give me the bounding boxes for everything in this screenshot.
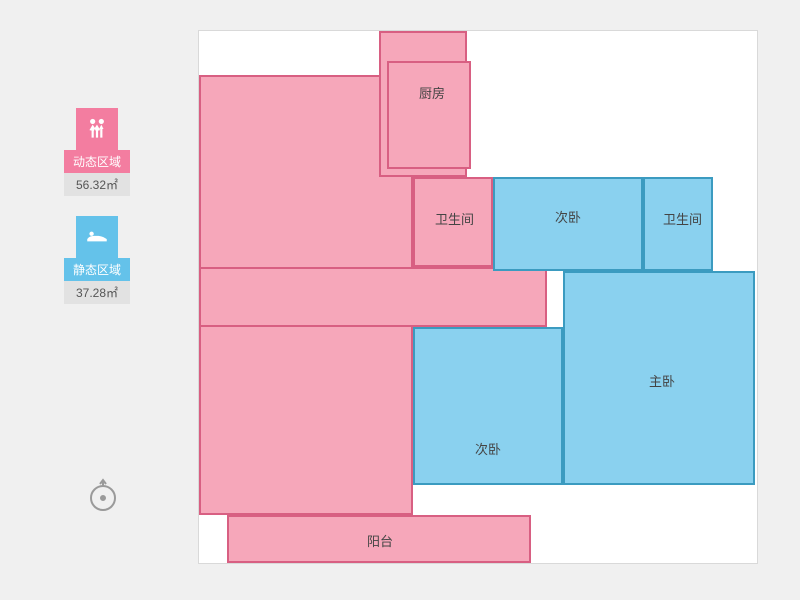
room-label-bath1: 卫生间 (435, 209, 474, 228)
room-label-kitchen: 厨房 (419, 83, 445, 102)
room-label-bath2: 卫生间 (663, 209, 702, 228)
room-bath1: 卫生间 (413, 177, 493, 267)
legend-static-label: 静态区域 (64, 258, 130, 281)
room-label-bed2a: 次卧 (555, 207, 581, 226)
legend-dynamic-label: 动态区域 (64, 150, 130, 173)
room-label-bed2b: 次卧 (475, 439, 501, 458)
bed-icon (76, 216, 118, 258)
people-icon (76, 108, 118, 150)
floor-plan: 客餐厅厨房卫生间阳台次卧卫生间次卧主卧 (198, 30, 758, 564)
legend-static-value: 37.28㎡ (64, 281, 130, 304)
room-master: 主卧 (563, 271, 755, 485)
room-label-balcony: 阳台 (367, 531, 393, 550)
room-bed2a: 次卧 (493, 177, 643, 271)
room-bed2b: 次卧 (413, 327, 563, 485)
legend-dynamic-value: 56.32㎡ (64, 173, 130, 196)
legend: 动态区域 56.32㎡ 静态区域 37.28㎡ (64, 108, 130, 324)
room-balcony: 阳台 (227, 515, 531, 563)
room-label-master: 主卧 (649, 371, 675, 390)
legend-static: 静态区域 37.28㎡ (64, 216, 130, 304)
room-bath2: 卫生间 (643, 177, 713, 271)
room-kitchen: 厨房 (387, 61, 471, 169)
legend-dynamic: 动态区域 56.32㎡ (64, 108, 130, 196)
compass-icon (86, 478, 120, 512)
room-living_ext (199, 267, 547, 327)
